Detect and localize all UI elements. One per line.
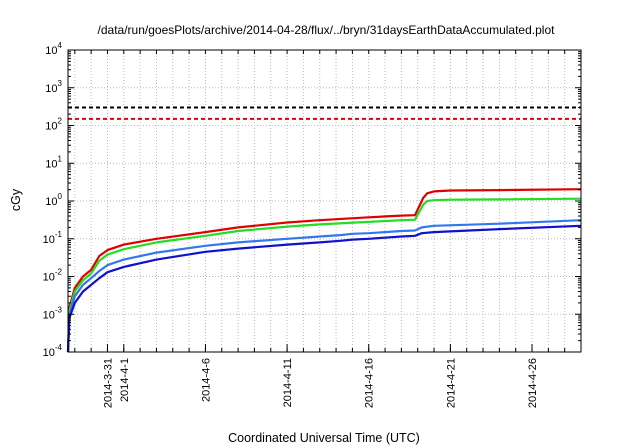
x-tick-label: 2014-3-31 <box>102 358 114 408</box>
series-line <box>66 224 582 353</box>
grid <box>68 50 581 352</box>
axis-ticks <box>68 49 581 353</box>
x-axis-label: Coordinated Universal Time (UTC) <box>228 431 420 445</box>
x-tick-label: 2014-4-21 <box>445 358 457 408</box>
x-tick-label: 2014-4-16 <box>364 358 376 408</box>
series-line <box>66 197 582 353</box>
y-tick-label: 104 <box>45 41 62 57</box>
series-line <box>66 188 582 353</box>
x-tick-label: 2014-4-11 <box>282 358 294 407</box>
chart-title: /data/run/goesPlots/archive/2014-04-28/f… <box>98 23 556 37</box>
y-tick-label: 10-1 <box>43 230 63 246</box>
y-tick-label: 102 <box>45 117 62 133</box>
y-tick-label: 101 <box>45 154 62 170</box>
series-lines <box>66 188 582 353</box>
y-tick-label: 10-4 <box>43 343 63 359</box>
x-tick-label: 2014-4-1 <box>119 358 131 402</box>
y-tick-label: 100 <box>45 192 62 208</box>
y-tick-label: 103 <box>45 79 62 95</box>
y-tick-labels: 10-4 10-3 10-2 10-1 100 101 102 103 104 <box>43 41 63 359</box>
series-line <box>66 219 582 353</box>
reference-lines <box>68 106 581 120</box>
x-tick-label: 2014-4-6 <box>200 358 212 402</box>
y-tick-label: 10-2 <box>43 268 63 284</box>
x-tick-labels: 2014-3-31 2014-4-1 2014-4-6 2014-4-11 2014-4… <box>102 358 539 408</box>
y-tick-label: 10-3 <box>43 305 63 321</box>
x-tick-label: 2014-4-26 <box>527 358 539 408</box>
y-axis-label: cGy <box>9 188 23 211</box>
